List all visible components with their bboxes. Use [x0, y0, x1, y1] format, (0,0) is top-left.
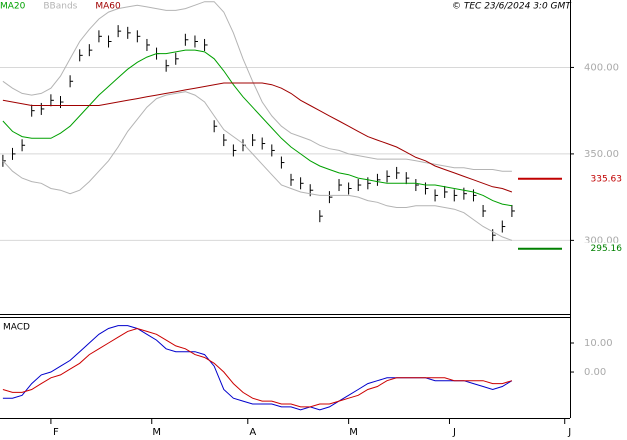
- series-line: [2, 49, 512, 207]
- y-tick-label: 10.00: [584, 338, 613, 349]
- y-tick-label: 0.00: [584, 367, 606, 378]
- legend-label: MA60: [95, 2, 121, 12]
- series-line: [2, 1, 512, 172]
- x-tick-label: M: [349, 427, 358, 438]
- level-label: 295.16: [591, 244, 623, 254]
- x-tick-label: J: [452, 427, 456, 438]
- level-label-bg: [573, 242, 625, 255]
- x-tick-label: A: [249, 427, 256, 438]
- panel-title: MACD: [3, 323, 30, 333]
- x-tick-label: M: [152, 427, 161, 438]
- y-tick-label: 300.00: [584, 235, 619, 246]
- level-label-bg: [573, 172, 625, 185]
- series-line: [2, 82, 513, 193]
- level-label: 335.63: [591, 174, 623, 184]
- x-tick-label: F: [53, 427, 59, 438]
- copyright: © TEC 23/6/2024 3:0 GMT: [452, 2, 572, 12]
- y-tick-label: 400.00: [584, 62, 619, 73]
- series-line: [2, 327, 513, 408]
- legend-label: MA20: [0, 2, 26, 12]
- legend-label: BBands: [43, 2, 77, 12]
- series-line: [2, 91, 513, 241]
- y-tick-label: 350.00: [584, 149, 619, 160]
- x-tick-label: J: [567, 427, 571, 438]
